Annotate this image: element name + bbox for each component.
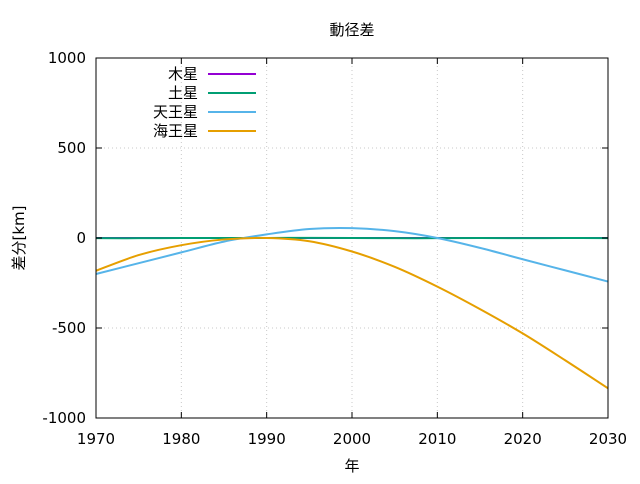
axis-ticks: 1970 1980 1990 2000 2010 2020 2030 1000 500 0 -500… [42,49,627,448]
x-axis-label: 年 [344,457,359,475]
legend-label-2: 天王星 [153,103,198,121]
y-axis-label: 差分[km] [10,205,28,270]
legend-label-3: 海王星 [153,122,198,140]
x-tick-label: 2030 [589,430,627,448]
legend-label-1: 土星 [168,84,198,102]
x-tick-label: 1970 [77,430,115,448]
legend-label-0: 木星 [168,65,198,83]
y-tick-label: 1000 [48,49,86,67]
x-tick-label: 2000 [333,430,371,448]
y-tick-label: 0 [76,229,86,247]
series-lines [96,228,608,388]
x-tick-label: 2010 [418,430,456,448]
y-tick-label: 500 [57,139,86,157]
y-tick-label: -1000 [42,409,86,427]
y-tick-label: -500 [52,319,86,337]
chart-title: 動径差 [329,21,374,39]
x-tick-label: 1990 [248,430,286,448]
x-tick-label: 2020 [504,430,542,448]
x-tick-label: 1980 [162,430,200,448]
